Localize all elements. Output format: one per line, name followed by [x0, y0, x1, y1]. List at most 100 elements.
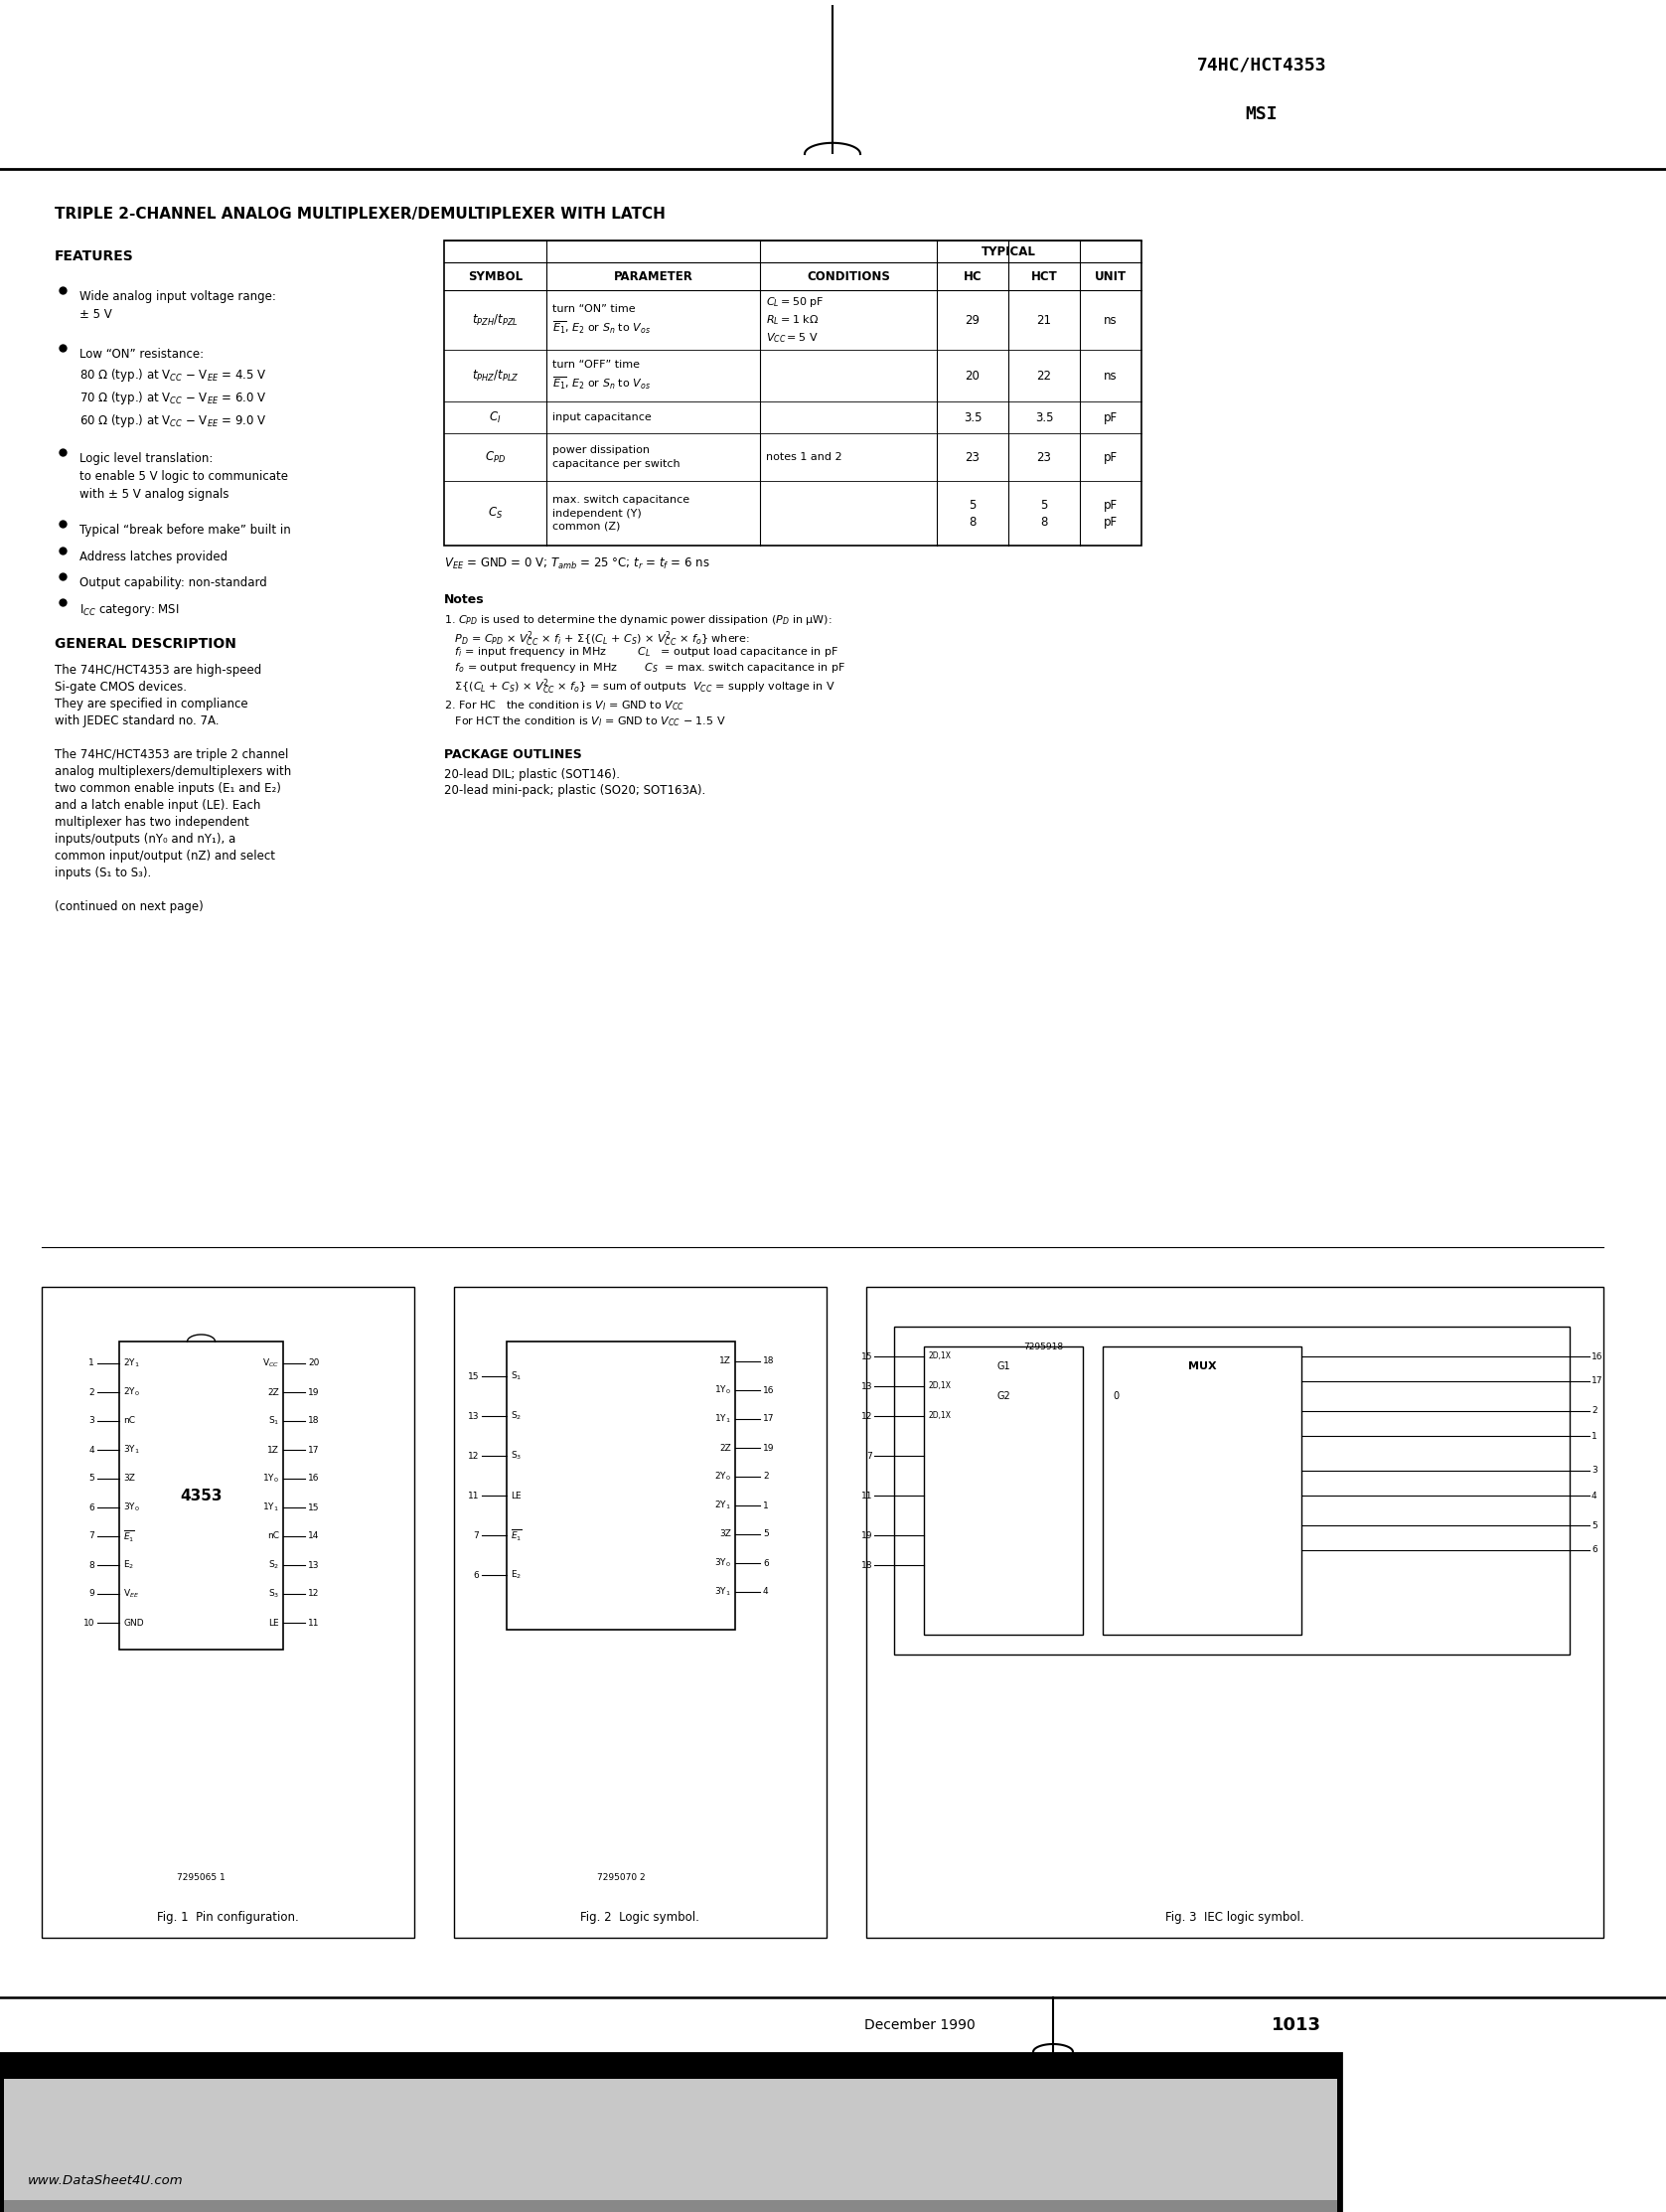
Text: 6: 6 [88, 1502, 95, 1513]
Bar [455, 1287, 826, 1938]
Bar [0, 2053, 1341, 2212]
Text: 11: 11 [308, 1619, 320, 1628]
Text: 15: 15 [308, 1502, 320, 1513]
Text: nC: nC [123, 1416, 135, 1425]
Text: LE: LE [268, 1619, 280, 1628]
Text: 6: 6 [1591, 1546, 1598, 1555]
Text: $C_I$: $C_I$ [490, 409, 501, 425]
Text: 3Z: 3Z [123, 1473, 135, 1482]
Text: 5
8: 5 8 [1041, 498, 1048, 529]
Text: 2Y$_1$: 2Y$_1$ [715, 1500, 731, 1511]
Text: Fig. 2  Logic symbol.: Fig. 2 Logic symbol. [580, 1911, 700, 1924]
Text: 29: 29 [965, 314, 980, 327]
Text: 18: 18 [861, 1562, 873, 1571]
Text: The 74HC/HCT4353 are triple 2 channel: The 74HC/HCT4353 are triple 2 channel [55, 748, 288, 761]
Text: Notes: Notes [445, 593, 485, 606]
Text: $t_{PZH}$/$t_{PZL}$: $t_{PZH}$/$t_{PZL}$ [471, 312, 518, 327]
Text: PARAMETER: PARAMETER [613, 270, 693, 283]
Text: S$_2$: S$_2$ [510, 1409, 521, 1422]
Text: 3Y$_1$: 3Y$_1$ [715, 1586, 731, 1597]
Text: 19: 19 [308, 1387, 320, 1396]
Text: (continued on next page): (continued on next page) [55, 900, 203, 914]
Text: inputs (S₁ to S₃).: inputs (S₁ to S₃). [55, 867, 152, 880]
Text: E$_2$: E$_2$ [123, 1559, 135, 1571]
Text: S$_3$: S$_3$ [268, 1588, 280, 1599]
Text: $t_{PHZ}$/$t_{PLZ}$: $t_{PHZ}$/$t_{PLZ}$ [471, 367, 518, 383]
Text: Output capability: non-standard: Output capability: non-standard [80, 577, 267, 588]
Text: 17: 17 [763, 1413, 775, 1425]
Text: turn “ON” time
$\overline{E_1}$, $E_2$ or $S_n$ to $V_{os}$: turn “ON” time $\overline{E_1}$, $E_2$ o… [553, 305, 651, 336]
Text: Address latches provided: Address latches provided [80, 551, 228, 564]
Text: 11: 11 [468, 1491, 478, 1500]
Text: 1: 1 [88, 1358, 95, 1367]
Text: 2Y$_0$: 2Y$_0$ [123, 1387, 140, 1398]
Text: 15: 15 [861, 1352, 873, 1360]
Text: 17: 17 [1591, 1376, 1603, 1385]
Text: Low “ON” resistance:
80 Ω (typ.) at V$_{CC}$ − V$_{EE}$ = 4.5 V
70 Ω (typ.) at V: Low “ON” resistance: 80 Ω (typ.) at V$_{… [80, 347, 267, 429]
Text: HCT: HCT [1031, 270, 1058, 283]
Text: 5: 5 [763, 1531, 768, 1540]
Text: 13: 13 [468, 1411, 478, 1420]
Text: 1Z: 1Z [720, 1356, 731, 1365]
Text: 11: 11 [861, 1491, 873, 1500]
Text: MUX: MUX [1188, 1360, 1216, 1371]
Text: 23: 23 [965, 451, 980, 465]
Text: www.DataSheet4U.com: www.DataSheet4U.com [28, 2174, 183, 2188]
Text: 2Z: 2Z [720, 1444, 731, 1453]
Text: 74HC/HCT4353: 74HC/HCT4353 [1196, 55, 1326, 73]
Text: two common enable inputs (E₁ and E₂): two common enable inputs (E₁ and E₂) [55, 783, 282, 794]
Text: Σ{($C_L$ + $C_S$) × $V_{CC}^2$ × $f_o$} = sum of outputs  $V_{CC}$ = supply volt: Σ{($C_L$ + $C_S$) × $V_{CC}^2$ × $f_o$} … [445, 677, 835, 697]
Bar [1103, 1347, 1301, 1635]
Text: 2: 2 [1591, 1407, 1598, 1416]
Text: $f_i$ = input frequency in MHz         $C_L$   = output load capacitance in pF: $f_i$ = input frequency in MHz $C_L$ = o… [445, 646, 838, 659]
Text: 5: 5 [88, 1473, 95, 1482]
Text: pF: pF [1103, 411, 1118, 425]
Text: 12: 12 [468, 1451, 478, 1460]
Text: 18: 18 [308, 1416, 320, 1425]
Text: pF
pF: pF pF [1103, 498, 1118, 529]
Text: 3.5: 3.5 [1035, 411, 1053, 425]
Text: 3Y$_1$: 3Y$_1$ [123, 1444, 140, 1455]
Text: 1013: 1013 [1271, 2017, 1321, 2035]
Text: 1Y$_1$: 1Y$_1$ [263, 1502, 280, 1513]
Text: 7295065 1: 7295065 1 [177, 1874, 225, 1882]
Text: 8: 8 [88, 1562, 95, 1571]
Bar [3, 2079, 1338, 2208]
Text: S$_1$: S$_1$ [510, 1369, 521, 1382]
Text: 20-lead mini-pack; plastic (SO20; SOT163A).: 20-lead mini-pack; plastic (SO20; SOT163… [445, 783, 706, 796]
Text: GND: GND [123, 1619, 143, 1628]
Bar [42, 1287, 415, 1938]
Text: 19: 19 [861, 1531, 873, 1540]
Text: 1Y$_1$: 1Y$_1$ [715, 1413, 731, 1425]
Text: 3.5: 3.5 [963, 411, 981, 425]
Text: 10: 10 [83, 1619, 95, 1628]
Text: and a latch enable input (LE). Each: and a latch enable input (LE). Each [55, 799, 260, 812]
Text: 15: 15 [468, 1371, 478, 1380]
Text: 2D,1X: 2D,1X [930, 1411, 951, 1420]
Text: common input/output (nZ) and select: common input/output (nZ) and select [55, 849, 275, 863]
Text: Si-gate CMOS devices.: Si-gate CMOS devices. [55, 681, 187, 695]
Text: TRIPLE 2-CHANNEL ANALOG MULTIPLEXER/DEMULTIPLEXER WITH LATCH: TRIPLE 2-CHANNEL ANALOG MULTIPLEXER/DEMU… [55, 206, 665, 221]
Text: 16: 16 [763, 1385, 775, 1396]
Bar [120, 1340, 283, 1650]
Text: ns: ns [1105, 369, 1118, 383]
Text: 16: 16 [308, 1473, 320, 1482]
Text: 2D,1X: 2D,1X [930, 1352, 951, 1360]
Text: $\overline{E_1}$: $\overline{E_1}$ [510, 1528, 523, 1544]
Text: 18: 18 [763, 1356, 775, 1365]
Text: 23: 23 [1036, 451, 1051, 465]
Text: $\overline{E_1}$: $\overline{E_1}$ [123, 1528, 135, 1544]
Bar [506, 1340, 735, 1630]
Text: analog multiplexers/demultiplexers with: analog multiplexers/demultiplexers with [55, 765, 292, 779]
Text: $C_S$: $C_S$ [488, 507, 503, 520]
Bar [866, 1287, 1603, 1938]
Text: 5: 5 [1591, 1522, 1598, 1531]
Text: 7295918: 7295918 [1023, 1343, 1063, 1352]
Text: 4: 4 [1591, 1491, 1598, 1500]
Text: input capacitance: input capacitance [553, 411, 651, 422]
Text: 2Y$_0$: 2Y$_0$ [715, 1471, 731, 1482]
Text: nC: nC [267, 1531, 280, 1542]
Text: 1Y$_0$: 1Y$_0$ [715, 1385, 731, 1396]
Text: 7295070 2: 7295070 2 [596, 1874, 645, 1882]
Text: S$_1$: S$_1$ [268, 1416, 280, 1427]
